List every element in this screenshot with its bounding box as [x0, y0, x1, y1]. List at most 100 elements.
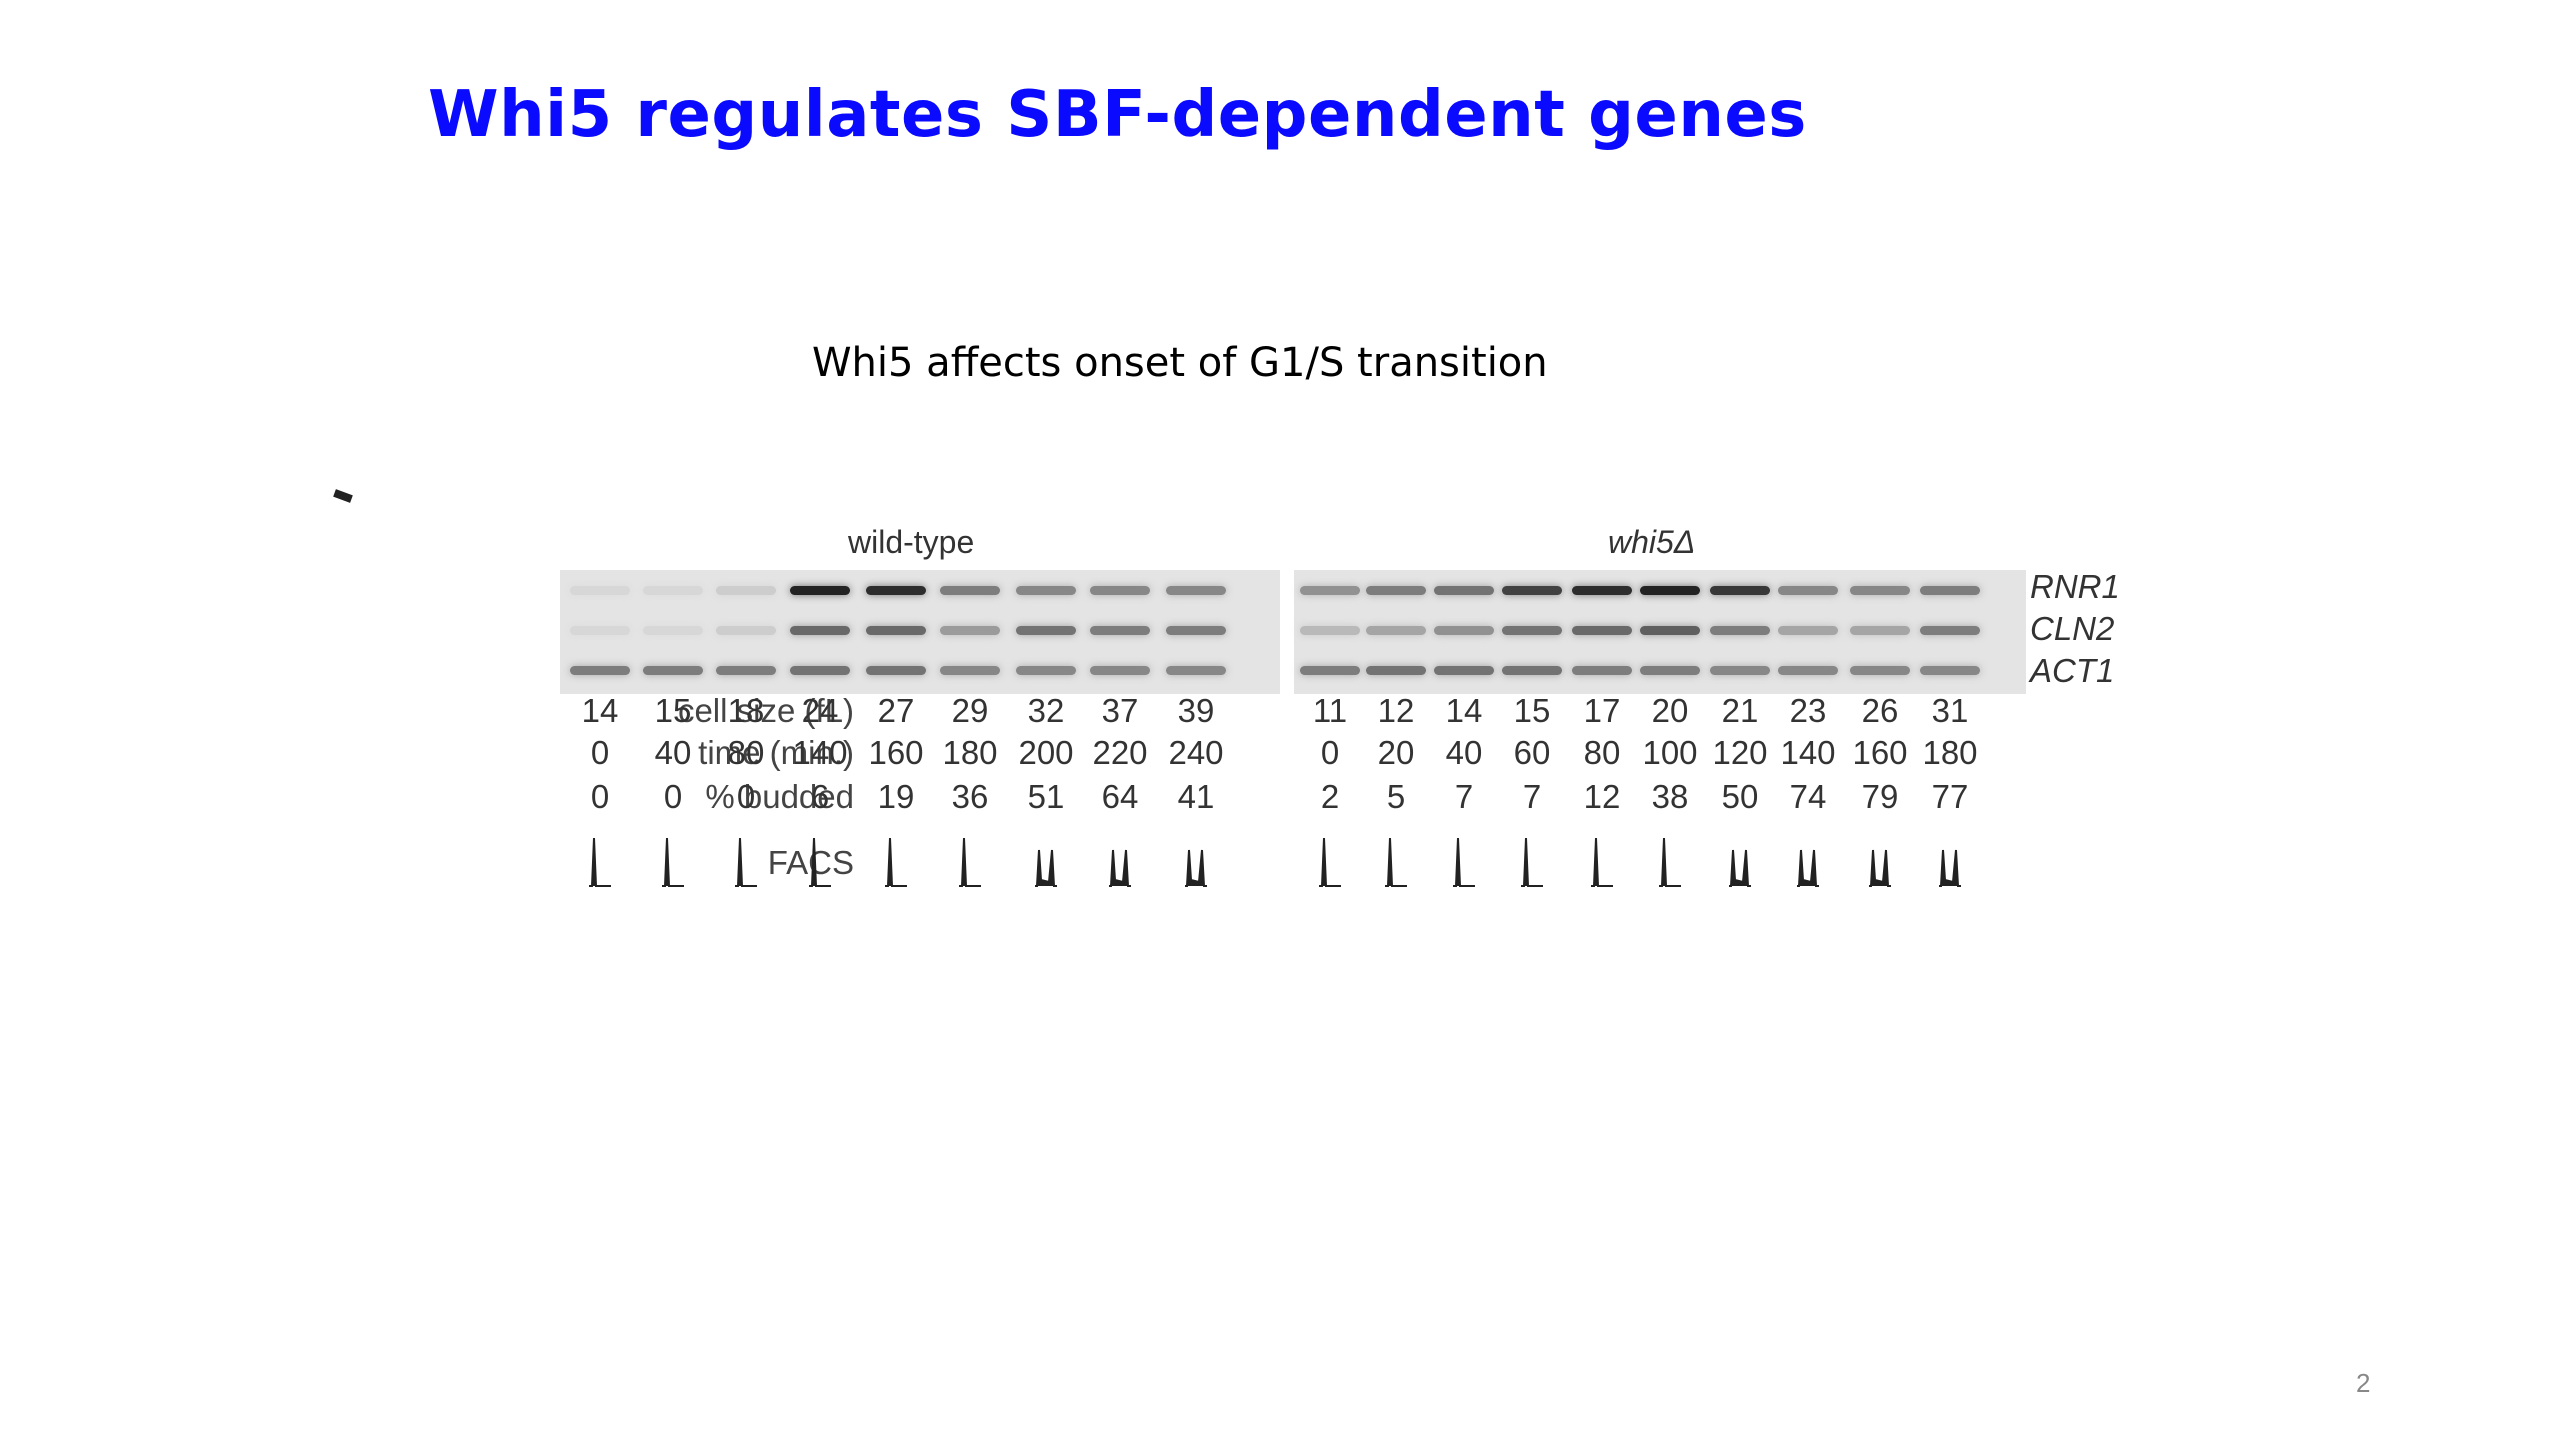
facs-histogram-icon — [1729, 849, 1751, 887]
band-rnr1 — [1778, 586, 1838, 595]
facs-histogram-trace — [1939, 849, 1961, 887]
band-act1 — [1920, 666, 1980, 675]
band-rnr1 — [1640, 586, 1700, 595]
cell-time: 200 — [1018, 734, 1074, 771]
facs-histogram-trace — [1659, 837, 1681, 887]
facs-histogram-icon — [1659, 837, 1681, 887]
facs-histogram-trace — [735, 837, 757, 887]
band-act1 — [1710, 666, 1770, 675]
slide-title: Whi5 regulates SBF-dependent genes — [428, 78, 1807, 152]
cell-budded: 41 — [1177, 778, 1215, 815]
band-cln2 — [790, 626, 850, 635]
gene-label-rnr1: RNR1 — [2030, 568, 2120, 605]
facs-histogram-icon — [1797, 849, 1819, 887]
band-cln2 — [1366, 626, 1426, 635]
cell-budded: 38 — [1651, 778, 1689, 815]
band-cln2 — [716, 626, 776, 635]
band-cln2 — [1166, 626, 1226, 635]
band-cln2 — [1920, 626, 1980, 635]
band-cln2 — [1502, 626, 1562, 635]
facs-histogram-trace — [1591, 837, 1613, 887]
band-act1 — [570, 666, 630, 675]
cell-time: 80 — [727, 734, 765, 771]
facs-histogram-icon — [959, 837, 981, 887]
band-cln2 — [1640, 626, 1700, 635]
band-cln2 — [1710, 626, 1770, 635]
band-act1 — [1434, 666, 1494, 675]
cell-cell-size: 12 — [1377, 692, 1415, 729]
slide-subtitle: Whi5 affects onset of G1/S transition — [812, 340, 1548, 386]
band-rnr1 — [790, 586, 850, 595]
cell-time: 140 — [1780, 734, 1836, 771]
cell-time: 60 — [1513, 734, 1551, 771]
cell-cell-size: 37 — [1101, 692, 1139, 729]
cell-cell-size: 39 — [1177, 692, 1215, 729]
cell-cell-size: 27 — [877, 692, 915, 729]
cell-time: 180 — [1922, 734, 1978, 771]
cell-cell-size: 21 — [1721, 692, 1759, 729]
cell-cell-size: 26 — [1861, 692, 1899, 729]
cell-cell-size: 15 — [1513, 692, 1551, 729]
cell-time: 220 — [1092, 734, 1148, 771]
facs-histogram-trace — [1729, 849, 1751, 887]
cell-time: 0 — [1320, 734, 1340, 771]
row-label-time: time (min.) — [698, 734, 854, 771]
band-act1 — [1366, 666, 1426, 675]
cell-time: 180 — [942, 734, 998, 771]
band-act1 — [716, 666, 776, 675]
band-cln2 — [1778, 626, 1838, 635]
band-act1 — [1640, 666, 1700, 675]
cell-cell-size: 23 — [1789, 692, 1827, 729]
facs-histogram-trace — [1035, 849, 1057, 887]
band-cln2 — [1850, 626, 1910, 635]
band-act1 — [1090, 666, 1150, 675]
facs-histogram-icon — [1035, 849, 1057, 887]
band-act1 — [1300, 666, 1360, 675]
band-cln2 — [570, 626, 630, 635]
cell-time: 0 — [590, 734, 610, 771]
band-rnr1 — [1166, 586, 1226, 595]
facs-histogram-trace — [1521, 837, 1543, 887]
facs-histogram-icon — [662, 837, 684, 887]
cell-budded: 5 — [1386, 778, 1406, 815]
cell-time: 160 — [1852, 734, 1908, 771]
cell-cell-size: 29 — [951, 692, 989, 729]
page-number: 2 — [2356, 1368, 2371, 1398]
band-rnr1 — [866, 586, 926, 595]
band-rnr1 — [716, 586, 776, 595]
facs-histogram-trace — [885, 837, 907, 887]
facs-histogram-trace — [1797, 849, 1819, 887]
cell-budded: 74 — [1789, 778, 1827, 815]
facs-histogram-trace — [589, 837, 611, 887]
band-rnr1 — [1572, 586, 1632, 595]
cell-budded: 0 — [736, 778, 756, 815]
facs-histogram-icon — [1185, 849, 1207, 887]
band-act1 — [866, 666, 926, 675]
band-cln2 — [940, 626, 1000, 635]
facs-histogram-icon — [735, 837, 757, 887]
row-label-facs: FACS — [767, 844, 854, 881]
cell-cell-size: 20 — [1651, 692, 1689, 729]
cell-cell-size: 18 — [727, 692, 765, 729]
cell-time: 120 — [1712, 734, 1768, 771]
cell-budded: 2 — [1320, 778, 1340, 815]
cell-time: 160 — [868, 734, 924, 771]
facs-histogram-icon — [885, 837, 907, 887]
cell-time: 80 — [1583, 734, 1621, 771]
band-rnr1 — [1920, 586, 1980, 595]
facs-histogram-trace — [1109, 849, 1131, 887]
band-act1 — [940, 666, 1000, 675]
band-act1 — [1502, 666, 1562, 675]
facs-histogram-icon — [1109, 849, 1131, 887]
cell-budded: 50 — [1721, 778, 1759, 815]
facs-histogram-trace — [1869, 849, 1891, 887]
band-rnr1 — [1434, 586, 1494, 595]
cell-time: 40 — [654, 734, 692, 771]
band-rnr1 — [1016, 586, 1076, 595]
cell-cell-size: 14 — [1445, 692, 1483, 729]
group-label-whi5: whi5Δ — [1608, 524, 1696, 560]
cell-cell-size: 32 — [1027, 692, 1065, 729]
band-cln2 — [1434, 626, 1494, 635]
gene-label-act1: ACT1 — [2030, 652, 2115, 689]
